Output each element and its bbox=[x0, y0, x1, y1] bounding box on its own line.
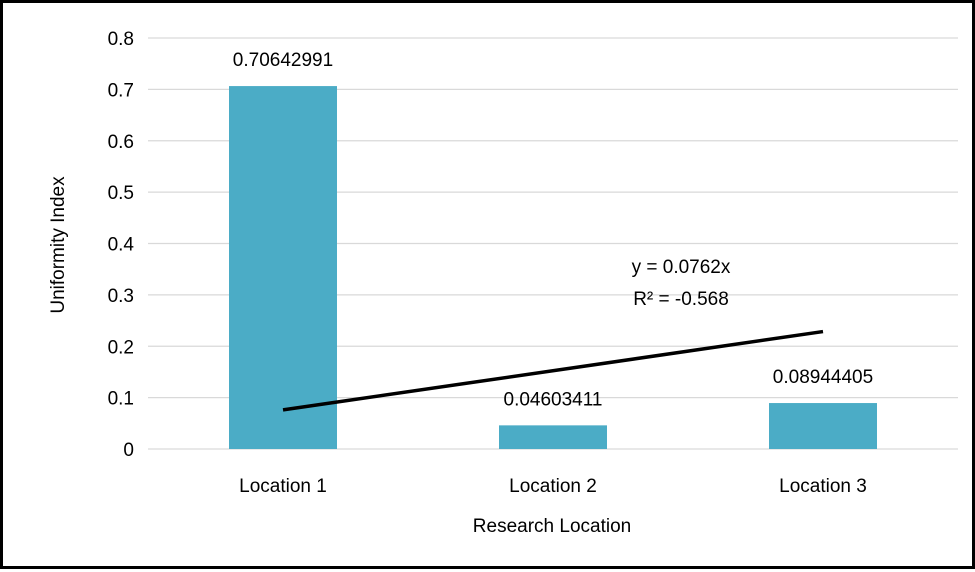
x-tick-labels: Location 1 Location 2 Location 3 bbox=[239, 476, 867, 497]
y-tick-label: 0.2 bbox=[108, 337, 134, 358]
trendline-r-squared: R² = -0.568 bbox=[633, 289, 729, 310]
x-tick-label: Location 2 bbox=[509, 476, 597, 497]
bars bbox=[229, 86, 877, 450]
y-tick-labels: 0 0.1 0.2 0.3 0.4 0.5 0.6 0.7 0.8 bbox=[108, 29, 135, 461]
y-tick-label: 0.7 bbox=[108, 80, 134, 101]
y-axis-title: Uniformity Index bbox=[48, 176, 69, 314]
y-tick-label: 0.6 bbox=[108, 132, 134, 153]
data-label: 0.04603411 bbox=[504, 389, 603, 410]
trendline bbox=[282, 329, 824, 412]
x-axis-title: Research Location bbox=[473, 516, 631, 537]
data-label: 0.70642991 bbox=[233, 50, 333, 71]
y-tick-label: 0.3 bbox=[108, 286, 134, 307]
y-tick-label: 0.4 bbox=[108, 235, 135, 256]
y-tick-label: 0.5 bbox=[108, 183, 134, 204]
y-tick-label: 0.8 bbox=[108, 29, 134, 50]
y-tick-label: 0.1 bbox=[108, 389, 134, 410]
x-tick-label: Location 1 bbox=[239, 476, 327, 497]
bar bbox=[499, 425, 607, 449]
data-labels: 0.70642991 0.04603411 0.08944405 bbox=[233, 50, 873, 410]
trendline-group bbox=[282, 329, 824, 412]
trendline-equation: y = 0.0762x bbox=[632, 257, 731, 278]
bar bbox=[769, 403, 877, 449]
x-tick-label: Location 3 bbox=[779, 476, 867, 497]
y-tick-label: 0 bbox=[123, 440, 134, 461]
bar-chart: 00.10.20.30.40.50.60.70.8 Location 1 Loca… bbox=[48, 29, 958, 537]
data-label: 0.08944405 bbox=[773, 367, 873, 388]
bar bbox=[229, 86, 337, 450]
